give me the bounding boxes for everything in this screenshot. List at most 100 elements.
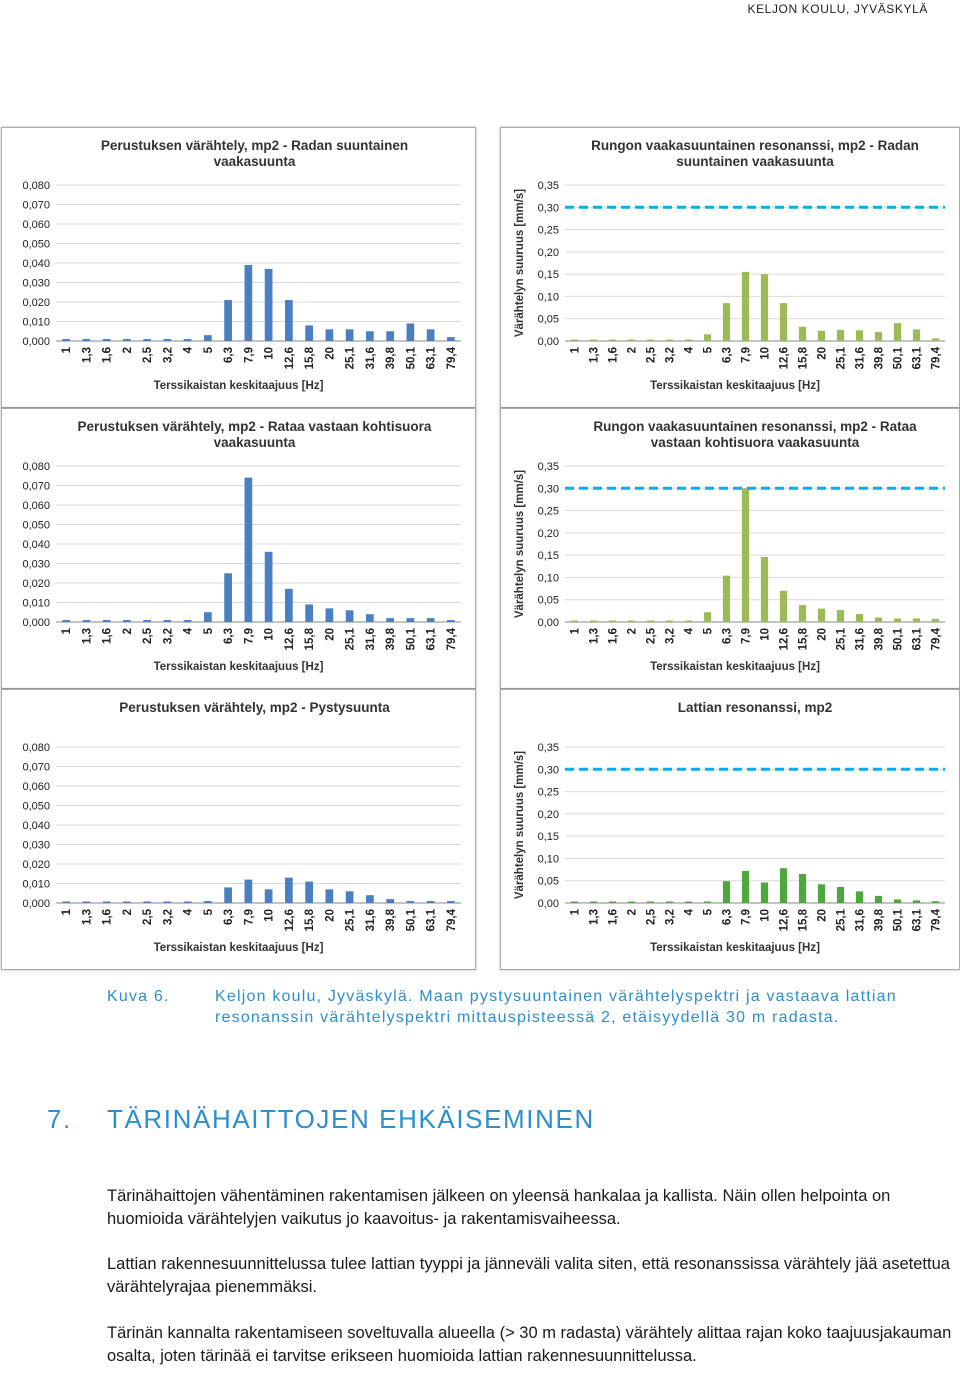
x-tick-label: 2 <box>122 347 134 353</box>
y-tick-label: 0,05 <box>538 595 559 607</box>
chart-panel-foundation-vertical: Perustuksen värähtely, mp2 - Pystysuunta… <box>1 689 476 970</box>
bar <box>608 620 617 622</box>
x-tick-label: 1,3 <box>81 347 93 363</box>
y-tick-label: 0,060 <box>22 219 50 231</box>
y-axis-label: Värähtelyn suuruus [mm/s] <box>514 189 526 337</box>
y-tick-label: 0,040 <box>22 258 50 270</box>
y-tick-label: 0,030 <box>22 278 50 290</box>
bar <box>183 620 192 622</box>
bar <box>264 889 273 903</box>
x-tick-label: 4 <box>183 346 195 353</box>
x-tick-label: 12,6 <box>779 628 791 650</box>
x-tick-label: 10 <box>760 628 772 641</box>
y-tick-label: 0,010 <box>22 879 50 891</box>
chart-title: Lattian resonanssi, mp2 <box>678 700 833 715</box>
bar <box>684 339 693 341</box>
bar <box>855 613 864 622</box>
y-tick-label: 0,10 <box>538 572 559 584</box>
bar <box>817 330 826 341</box>
section-number: 7. <box>47 1104 72 1134</box>
x-tick-label: 1,3 <box>589 628 601 644</box>
bar <box>325 889 334 903</box>
bar <box>931 901 940 903</box>
x-tick-label: 4 <box>183 627 195 634</box>
bar <box>760 556 769 622</box>
x-tick-label: 25,1 <box>345 627 357 650</box>
bar <box>244 477 253 622</box>
bar <box>589 339 598 341</box>
x-tick-label: 4 <box>183 908 195 915</box>
y-tick-label: 0,070 <box>22 762 50 774</box>
bar <box>817 884 826 903</box>
x-tick-label: 15,8 <box>304 627 316 650</box>
y-tick-label: 0,30 <box>538 483 559 495</box>
chart-title: vaakasuunta <box>214 154 296 169</box>
y-tick-label: 0,10 <box>538 853 559 865</box>
x-tick-label: 1 <box>61 346 73 353</box>
bar <box>244 879 253 903</box>
bar <box>285 877 293 903</box>
x-tick-label: 1,6 <box>102 628 114 644</box>
bar <box>646 901 655 903</box>
y-tick-label: 0,30 <box>538 202 559 214</box>
bar <box>741 870 750 903</box>
x-tick-label: 7,9 <box>741 628 753 644</box>
y-axis-label: Värähtelyn suuruus [mm/s] <box>514 751 526 899</box>
y-tick-label: 0,020 <box>22 859 50 871</box>
caption-text: Keljon koulu, Jyväskylä. Maan pystysuunt… <box>215 988 897 1026</box>
x-tick-label: 5 <box>703 627 715 634</box>
bar <box>143 620 151 622</box>
bar <box>285 588 293 622</box>
bar <box>836 886 845 903</box>
x-tick-label: 2,5 <box>142 346 154 363</box>
x-tick-label: 2 <box>122 909 134 915</box>
bar <box>779 590 788 622</box>
y-tick-label: 0,040 <box>22 539 50 551</box>
bar <box>386 618 394 622</box>
bar <box>741 488 750 622</box>
bar <box>224 573 232 622</box>
x-tick-label: 10 <box>760 909 772 922</box>
chart-panel-frame-resonance-along-track: Rungon vaakasuuntainen resonanssi, mp2 -… <box>500 127 960 408</box>
bar <box>123 901 131 903</box>
bar <box>426 618 435 622</box>
x-tick-label: 39,8 <box>385 346 397 369</box>
bar <box>893 323 902 341</box>
y-tick-label: 0,050 <box>22 239 50 251</box>
x-tick-label: 25,1 <box>345 346 357 369</box>
x-tick-label: 5 <box>203 908 215 915</box>
bar <box>305 604 313 622</box>
chart-title: Rungon vaakasuuntainen resonanssi, mp2 -… <box>591 138 919 153</box>
y-tick-label: 0,010 <box>22 598 50 610</box>
x-tick-label: 12,6 <box>284 347 296 369</box>
x-tick-label: 79,4 <box>931 908 943 931</box>
x-tick-label: 1,3 <box>81 628 93 644</box>
x-tick-label: 10 <box>264 347 276 360</box>
bar <box>855 891 864 903</box>
bar <box>82 620 91 622</box>
x-tick-label: 31,6 <box>365 909 377 931</box>
bar <box>570 901 579 903</box>
x-tick-label: 15,8 <box>798 346 810 369</box>
paragraph-2: Lattian rakennesuunnittelussa tulee latt… <box>107 1255 950 1296</box>
x-tick-label: 25,1 <box>836 627 848 650</box>
bar <box>836 329 845 341</box>
bar <box>102 620 111 622</box>
bar <box>123 620 131 622</box>
x-tick-label: 15,8 <box>304 908 316 931</box>
y-tick-label: 0,080 <box>22 461 50 473</box>
paragraph-1: Tärinähaittojen vähentäminen rakentamise… <box>107 1187 891 1228</box>
y-tick-label: 0,20 <box>538 809 559 821</box>
bar <box>779 868 788 903</box>
bar <box>264 268 273 341</box>
y-tick-label: 0,020 <box>22 297 50 309</box>
x-tick-label: 2,5 <box>646 627 658 644</box>
x-tick-label: 1 <box>570 346 582 353</box>
x-tick-label: 79,4 <box>446 627 458 650</box>
bar <box>204 612 212 622</box>
x-tick-label: 3,2 <box>162 909 174 925</box>
x-tick-label: 2,5 <box>142 908 154 925</box>
bar <box>627 339 636 341</box>
bar <box>608 901 617 903</box>
x-tick-label: 25,1 <box>836 346 848 369</box>
